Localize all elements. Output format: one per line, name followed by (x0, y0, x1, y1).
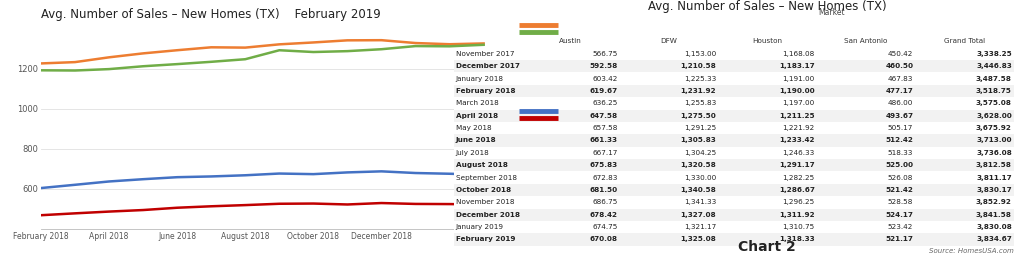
Text: Chart 2: Chart 2 (738, 240, 797, 254)
Text: Market: Market (818, 8, 845, 17)
Text: Source: HomesUSA.com: Source: HomesUSA.com (929, 248, 1014, 254)
Title: Avg. Number of Sales – New Homes (TX): Avg. Number of Sales – New Homes (TX) (648, 0, 887, 13)
Text: Avg. Number of Sales – New Homes (TX)    February 2019: Avg. Number of Sales – New Homes (TX) Fe… (41, 8, 381, 21)
